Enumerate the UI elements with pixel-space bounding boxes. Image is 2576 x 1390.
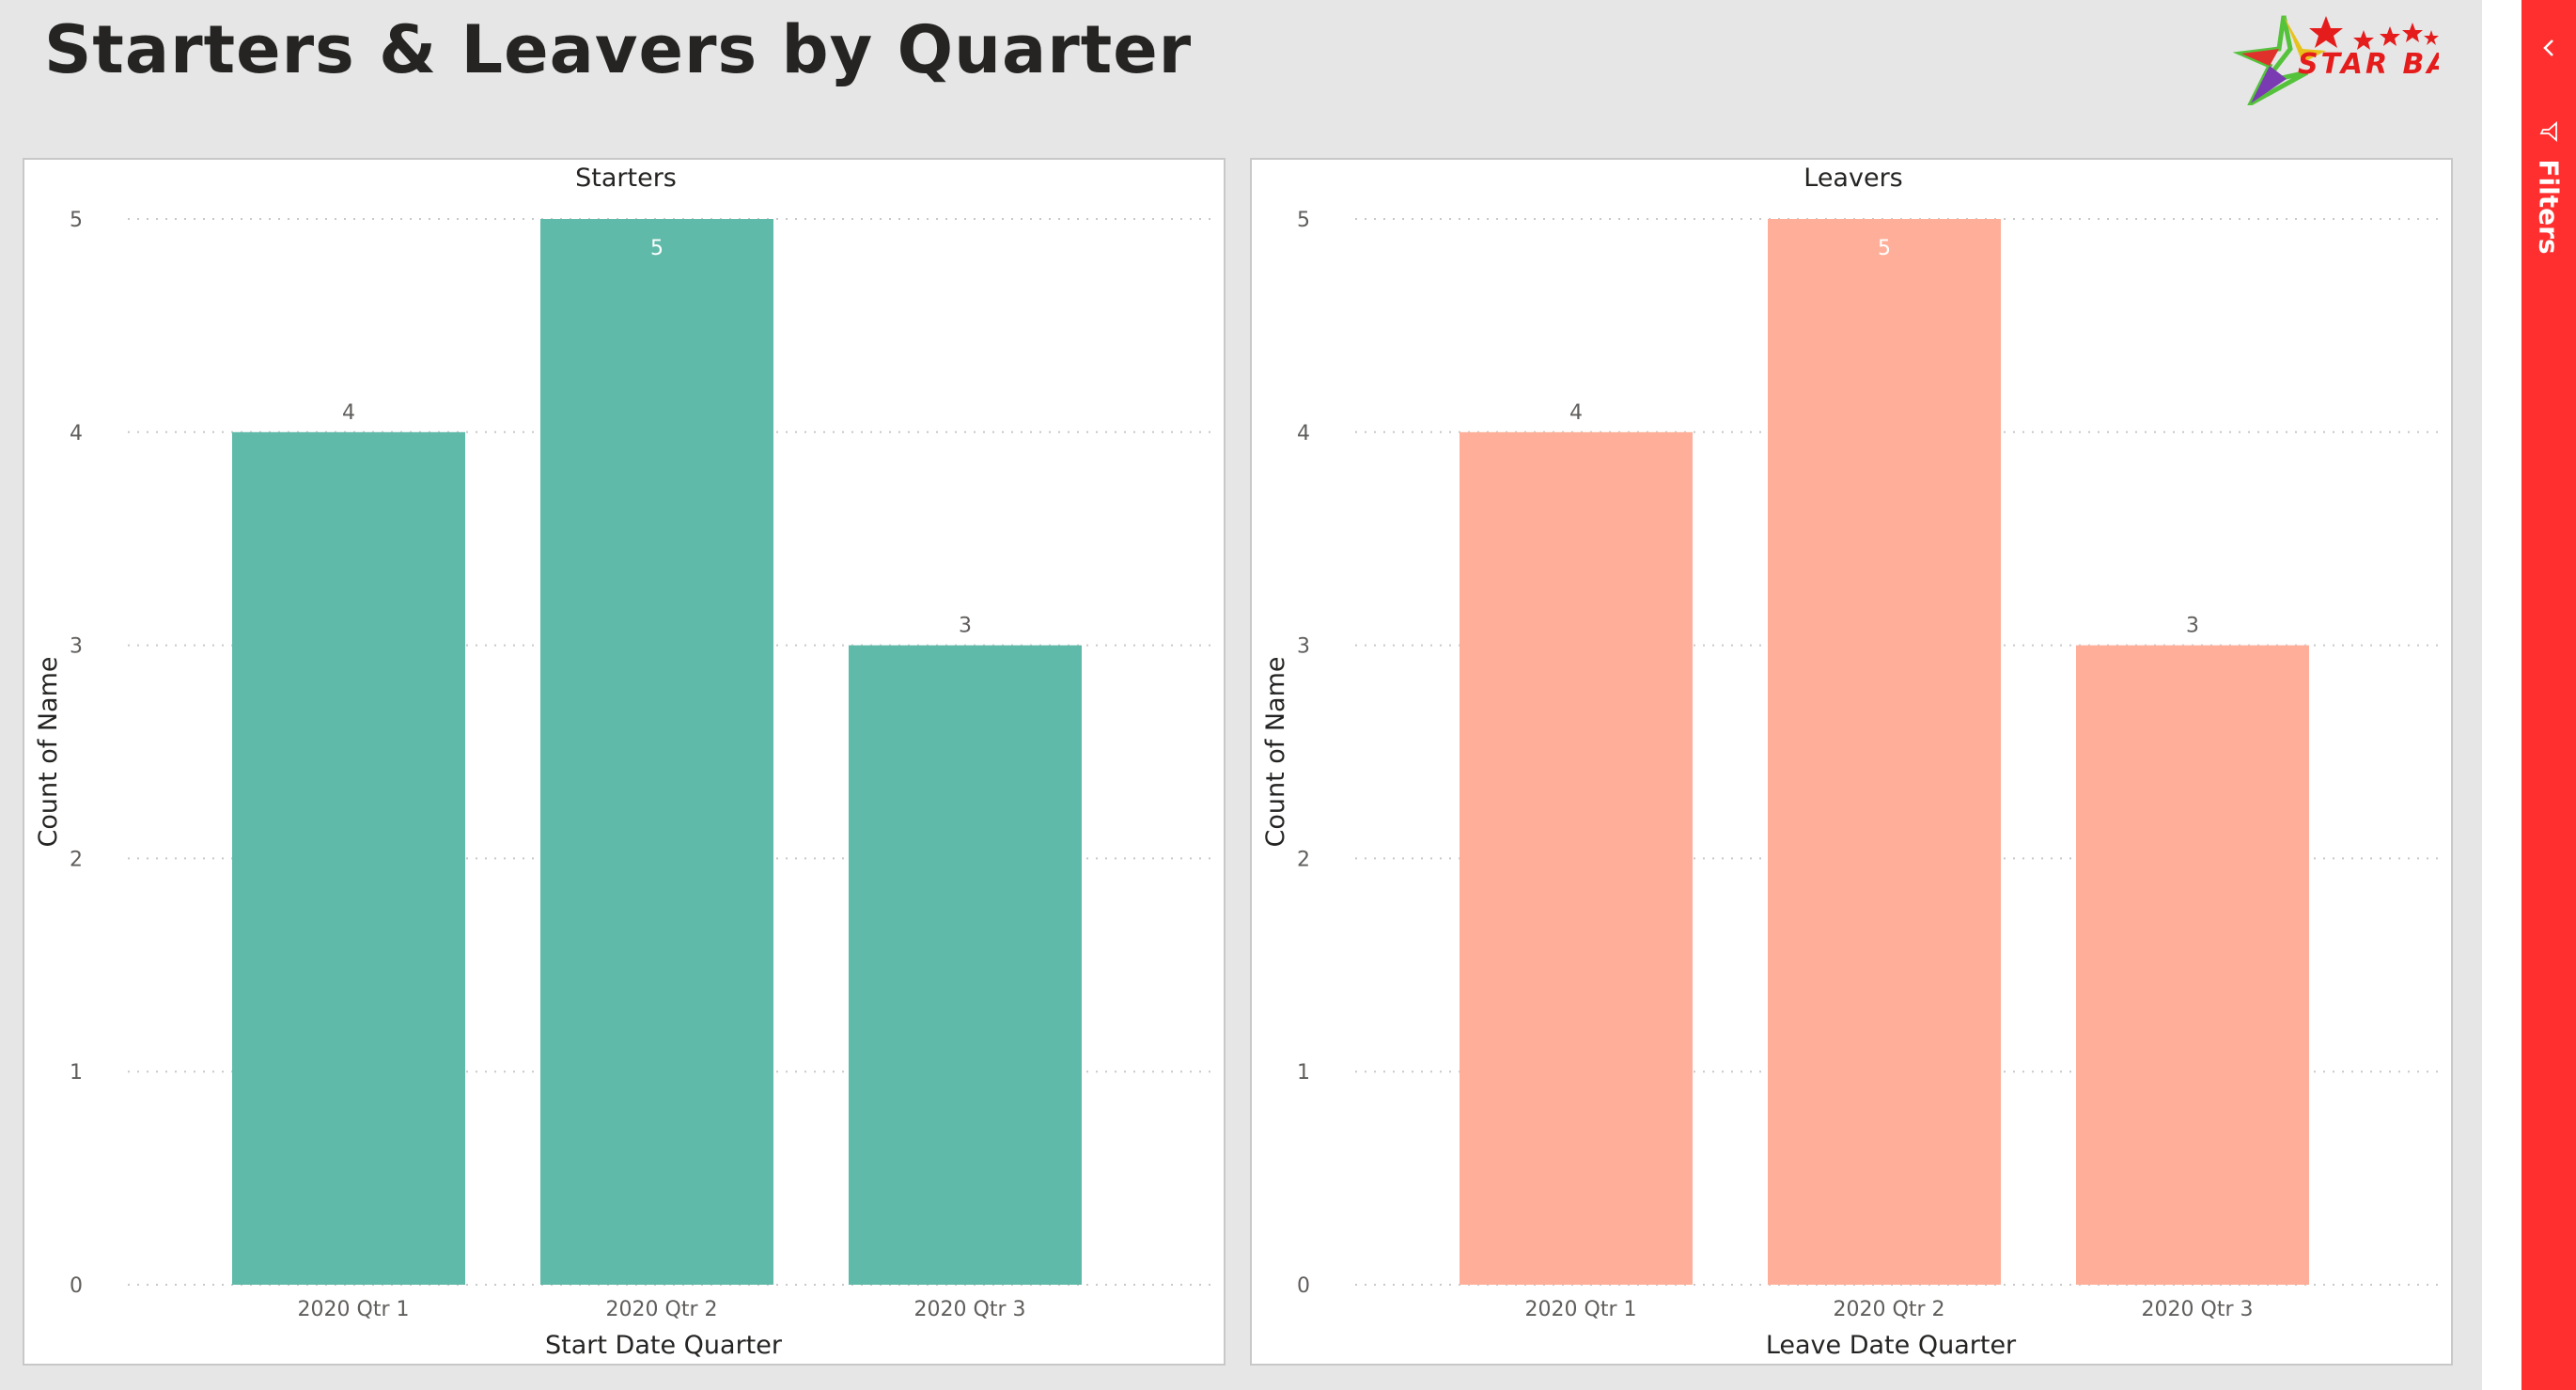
data-label: 4 (1569, 401, 1583, 425)
x-tick-label: 2020 Qtr 1 (298, 1298, 410, 1321)
filters-pane[interactable]: Filters (2521, 0, 2576, 1390)
y-axis-title: Count of Name (1261, 656, 1290, 847)
x-tick-label: 2020 Qtr 2 (1834, 1298, 1945, 1321)
data-label: 5 (1878, 237, 1891, 260)
y-tick-label: 5 (1297, 209, 1310, 232)
x-tick-label: 2020 Qtr 1 (1525, 1298, 1637, 1321)
page-title: Starters & Leavers by Quarter (44, 11, 1193, 88)
y-tick-label: 0 (1297, 1274, 1310, 1298)
data-label: 3 (2186, 615, 2199, 638)
bar[interactable] (1768, 219, 2001, 1285)
y-axis-title: Count of Name (34, 656, 63, 847)
canvas-gutter (2482, 0, 2521, 1390)
starters-chart-title: Starters (575, 164, 677, 193)
bar[interactable] (2076, 645, 2309, 1285)
leavers-chart-title: Leavers (1803, 164, 1902, 193)
chevron-left-icon[interactable] (2535, 34, 2563, 62)
logo-text: STAR BASE (2298, 48, 2439, 81)
y-tick-label: 3 (1297, 635, 1310, 659)
star-base-logo: STAR BASE (2232, 15, 2439, 105)
x-tick-label: 2020 Qtr 3 (2142, 1298, 2254, 1321)
x-axis-title: Leave Date Quarter (1766, 1331, 2017, 1360)
bar[interactable] (540, 219, 773, 1285)
y-tick-label: 1 (70, 1061, 83, 1085)
y-tick-label: 0 (70, 1274, 83, 1298)
leavers-visual[interactable]: Leavers 0 1 2 3 4 5 4 2020 Qtr 1 5 2020 Qtr 2 3 2020… (1250, 158, 2453, 1366)
leavers-chart: Leavers 0 1 2 3 4 5 4 2020 Qtr 1 5 2020 Qtr 2 3 2020… (1261, 164, 2441, 1360)
y-tick-label: 4 (1297, 422, 1310, 445)
bar[interactable] (232, 431, 465, 1285)
starters-chart: Starters 0 1 2 3 4 5 4 2020 Qtr 1 5 2020 Qtr 2 3 202… (34, 164, 1213, 1360)
data-label: 3 (959, 615, 972, 638)
data-label: 4 (342, 401, 355, 425)
x-axis-title: Start Date Quarter (545, 1331, 783, 1360)
y-tick-label: 1 (1297, 1061, 1310, 1085)
starters-visual[interactable]: Starters 0 1 2 3 4 5 4 2020 Qtr 1 5 2020 Qtr 2 3 202… (23, 158, 1226, 1366)
x-tick-label: 2020 Qtr 2 (606, 1298, 718, 1321)
y-tick-label: 5 (70, 209, 83, 232)
y-tick-label: 4 (70, 422, 83, 445)
y-tick-label: 2 (70, 848, 83, 871)
x-tick-label: 2020 Qtr 3 (914, 1298, 1026, 1321)
bar[interactable] (1460, 431, 1693, 1285)
filters-label[interactable]: Filters (2533, 159, 2565, 255)
report-canvas: Starters & Leavers by Quarter STAR BASE … (23, 11, 2453, 1366)
data-label: 5 (650, 237, 664, 260)
y-tick-label: 3 (70, 635, 83, 659)
y-tick-label: 2 (1297, 848, 1310, 871)
filter-icon (2539, 121, 2557, 142)
bar[interactable] (849, 645, 1082, 1285)
